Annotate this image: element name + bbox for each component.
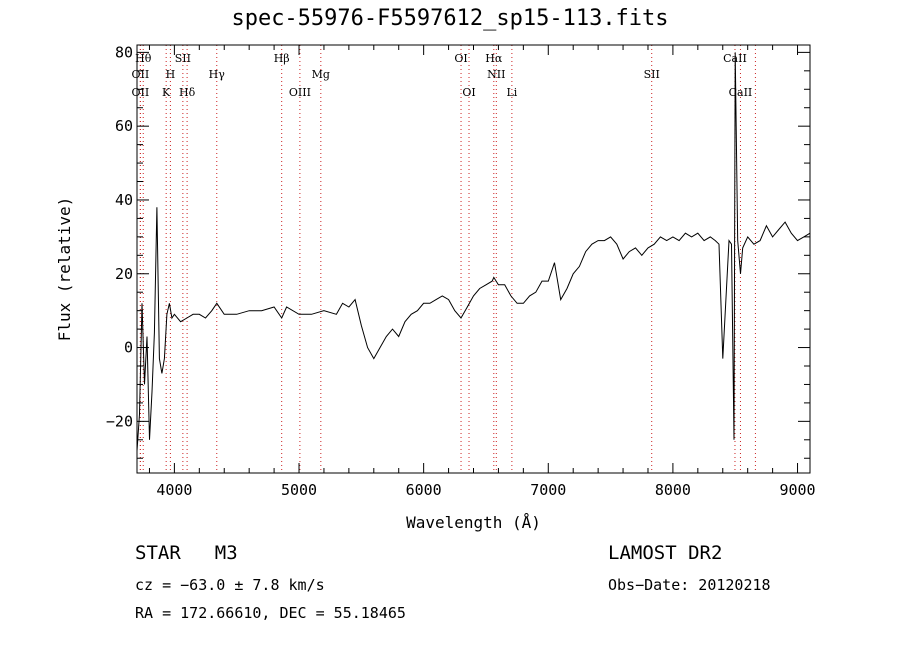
axis-tick-labels: 4000 5000 6000 7000 8000 9000 −20 0 20 40 60 80 <box>106 43 816 499</box>
spectrum-series <box>136 52 811 451</box>
y-tick-label-60: 60 <box>115 117 133 135</box>
marker-label-2: OII <box>132 86 150 99</box>
marker-label-15: Li <box>506 86 517 99</box>
x-tick-label-6000: 6000 <box>406 481 442 499</box>
observation-date: Obs−Date: 20120218 <box>608 576 771 594</box>
marker-label-17: CaII <box>723 52 747 65</box>
y-tick-label-80: 80 <box>115 43 133 61</box>
x-tick-label-7000: 7000 <box>530 481 566 499</box>
y-tick-label-0: 0 <box>124 339 133 357</box>
marker-label-7: Hγ <box>209 68 226 81</box>
line-markers <box>139 45 756 473</box>
marker-label-11: OI <box>454 52 467 65</box>
marker-label-3: K <box>162 86 171 99</box>
redshift-cz: cz = −63.0 ± 7.8 km/s <box>135 576 325 594</box>
axis-ticks <box>137 45 810 473</box>
x-tick-label-8000: 8000 <box>655 481 691 499</box>
marker-label-14: NII <box>487 68 505 81</box>
x-tick-label-9000: 9000 <box>779 481 815 499</box>
x-tick-label-4000: 4000 <box>156 481 192 499</box>
marker-label-16: SII <box>644 68 660 81</box>
y-axis-label: Flux (relative) <box>55 197 74 342</box>
marker-label-8: Hβ <box>274 52 290 65</box>
marker-label-5: SII <box>175 52 191 65</box>
survey-name: LAMOST DR2 <box>608 542 723 564</box>
y-tick-label-20: 20 <box>115 265 133 283</box>
marker-label-10: Mg <box>312 68 330 81</box>
marker-label-4: H <box>166 68 176 81</box>
object-class: STAR <box>135 542 181 564</box>
object-class-line: STAR M3 <box>135 542 272 564</box>
marker-label-18: CaII <box>729 86 753 99</box>
y-tick-label-40: 40 <box>115 191 133 209</box>
marker-label-0: Hθ <box>135 52 152 65</box>
marker-label-9: OIII <box>289 86 311 99</box>
marker-label-13: Hα <box>485 52 503 65</box>
x-tick-label-5000: 5000 <box>281 481 317 499</box>
object-subclass: M3 <box>214 542 238 564</box>
marker-label-1: OII <box>132 68 150 81</box>
y-tick-label--20: −20 <box>106 412 133 430</box>
plot-frame <box>136 44 811 474</box>
ra-dec-coordinates: RA = 172.66610, DEC = 55.18465 <box>135 604 406 622</box>
spectrum-line-0 <box>136 52 811 451</box>
chart-title: spec-55976-F5597612_sp15-113.fits <box>231 6 669 31</box>
marker-label-6: Hδ <box>179 86 196 99</box>
marker-label-12: OI <box>462 86 475 99</box>
x-axis-label: Wavelength (Å) <box>406 513 541 532</box>
